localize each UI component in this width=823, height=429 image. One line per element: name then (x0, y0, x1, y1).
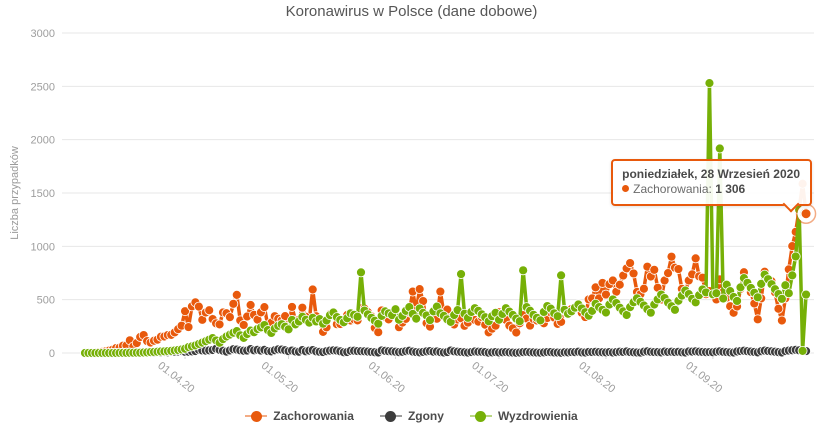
legend-item-wyzdrowienia[interactable]: Wyzdrowienia (469, 409, 578, 423)
tooltip-series-row: Zachorowania: 1 306 (622, 182, 800, 197)
svg-text:3000: 3000 (31, 28, 55, 40)
svg-text:01.06.20: 01.06.20 (366, 360, 407, 396)
zachorowania-marker-icon (245, 410, 268, 422)
series-bullet-icon (622, 185, 630, 192)
svg-text:1500: 1500 (31, 188, 55, 200)
svg-text:500: 500 (37, 295, 55, 307)
chart-title: Koronawirus w Polsce (dane dobowe) (285, 3, 538, 20)
svg-text:1000: 1000 (31, 241, 55, 253)
svg-text:01.08.20: 01.08.20 (576, 360, 617, 396)
tooltip-date: poniedziałek, 28 Wrzesień 2020 (622, 167, 800, 181)
svg-text:2500: 2500 (31, 81, 55, 93)
legend-label: Zachorowania (273, 409, 354, 423)
legend-item-zachorowania[interactable]: Zachorowania (245, 409, 354, 423)
legend-item-zgony[interactable]: Zgony (379, 409, 444, 423)
svg-text:01.05.20: 01.05.20 (259, 360, 300, 396)
legend-label: Wyzdrowienia (497, 409, 578, 423)
zgony-marker-icon (379, 410, 402, 422)
svg-text:01.09.20: 01.09.20 (683, 360, 724, 396)
legend-label: Zgony (407, 409, 444, 423)
wyzdrowienia-marker-icon (469, 410, 492, 422)
svg-text:2000: 2000 (31, 135, 55, 147)
tooltip-series-label: Zachorowania: (633, 182, 712, 196)
tooltip: poniedziałek, 28 Wrzesień 2020 Zachorowa… (611, 159, 812, 213)
svg-text:01.07.20: 01.07.20 (469, 360, 510, 396)
legend: Zachorowania Zgony Wyzdrowienia (0, 409, 823, 423)
svg-text:01.04.20: 01.04.20 (155, 360, 196, 396)
svg-text:0: 0 (49, 348, 55, 360)
tooltip-value: 1 306 (715, 182, 746, 196)
